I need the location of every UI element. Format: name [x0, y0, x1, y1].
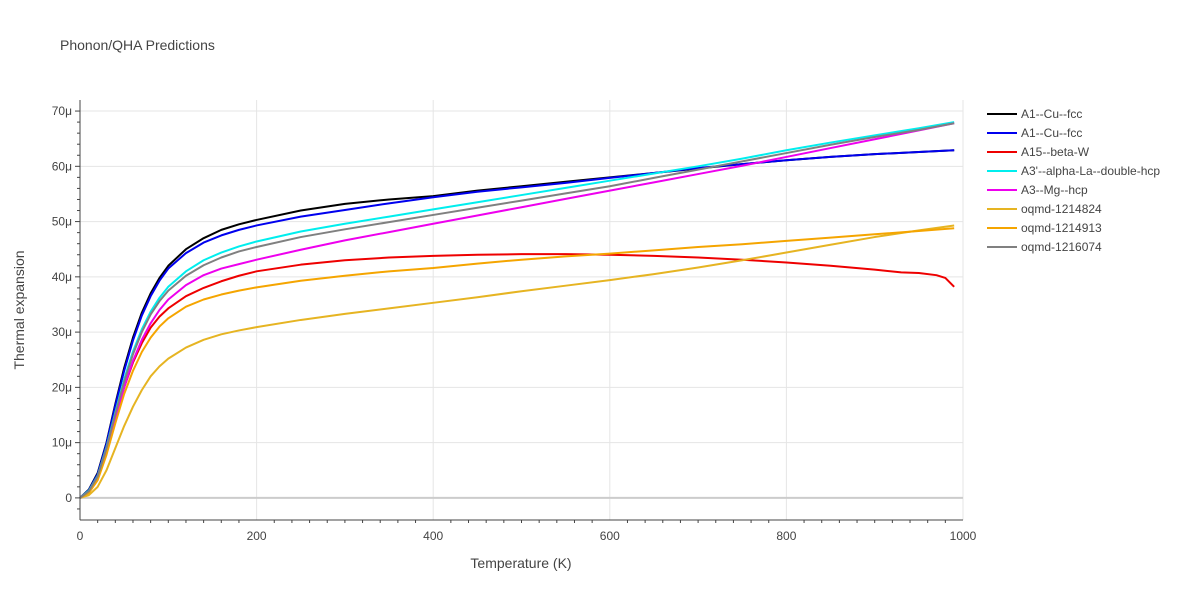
legend-item[interactable]: A1--Cu--fcc: [987, 107, 1082, 121]
y-tick-label: 20μ: [52, 380, 72, 394]
series-line-0: [79, 149, 955, 499]
legend-item[interactable]: A3--Mg--hcp: [987, 183, 1088, 197]
y-tick-label: 40μ: [52, 270, 72, 284]
y-tick-label: 10μ: [52, 436, 72, 450]
y-tick-label: 70μ: [52, 104, 72, 118]
chart-title: Phonon/QHA Predictions: [60, 37, 215, 53]
legend-label: A3'--alpha-La--double-hcp: [1021, 164, 1160, 178]
series-line-4: [79, 122, 955, 499]
legend-label: A1--Cu--fcc: [1021, 126, 1082, 140]
legend[interactable]: A1--Cu--fcc A1--Cu--fcc A15--beta-W A3'--al…: [987, 107, 1160, 254]
axes: 0 200 400 600 800 1000 0 10μ 20μ 30μ 40μ 50μ 60μ 70μ: [52, 100, 977, 543]
y-tick-label: 0: [65, 491, 72, 505]
y-axis-title: Thermal expansion: [11, 250, 27, 369]
legend-item[interactable]: A1--Cu--fcc: [987, 126, 1082, 140]
series-line-6: [79, 227, 955, 499]
series-group: [79, 121, 955, 499]
y-tick-label: 60μ: [52, 159, 72, 173]
legend-label: oqmd-1214913: [1021, 221, 1102, 235]
series-line-5: [79, 224, 955, 499]
series-line-1: [79, 149, 955, 499]
y-tick-label: 50μ: [52, 215, 72, 229]
x-axis-title: Temperature (K): [470, 555, 571, 571]
legend-label: A3--Mg--hcp: [1021, 183, 1088, 197]
x-tick-label: 1000: [950, 529, 977, 543]
legend-label: A15--beta-W: [1021, 145, 1090, 159]
series-line-2: [79, 253, 955, 499]
series-line-3: [79, 121, 955, 499]
grid: [80, 100, 964, 520]
x-tick-label: 400: [423, 529, 443, 543]
legend-item[interactable]: oqmd-1214824: [987, 202, 1102, 216]
legend-item[interactable]: oqmd-1216074: [987, 240, 1102, 254]
legend-label: A1--Cu--fcc: [1021, 107, 1082, 121]
y-tick-label: 30μ: [52, 325, 72, 339]
x-tick-label: 800: [776, 529, 796, 543]
legend-item[interactable]: A15--beta-W: [987, 145, 1090, 159]
x-tick-label: 200: [247, 529, 267, 543]
series-line-7: [79, 122, 955, 499]
legend-label: oqmd-1214824: [1021, 202, 1102, 216]
legend-item[interactable]: oqmd-1214913: [987, 221, 1102, 235]
x-tick-label: 600: [600, 529, 620, 543]
legend-label: oqmd-1216074: [1021, 240, 1102, 254]
legend-item[interactable]: A3'--alpha-La--double-hcp: [987, 164, 1160, 178]
x-tick-label: 0: [77, 529, 84, 543]
